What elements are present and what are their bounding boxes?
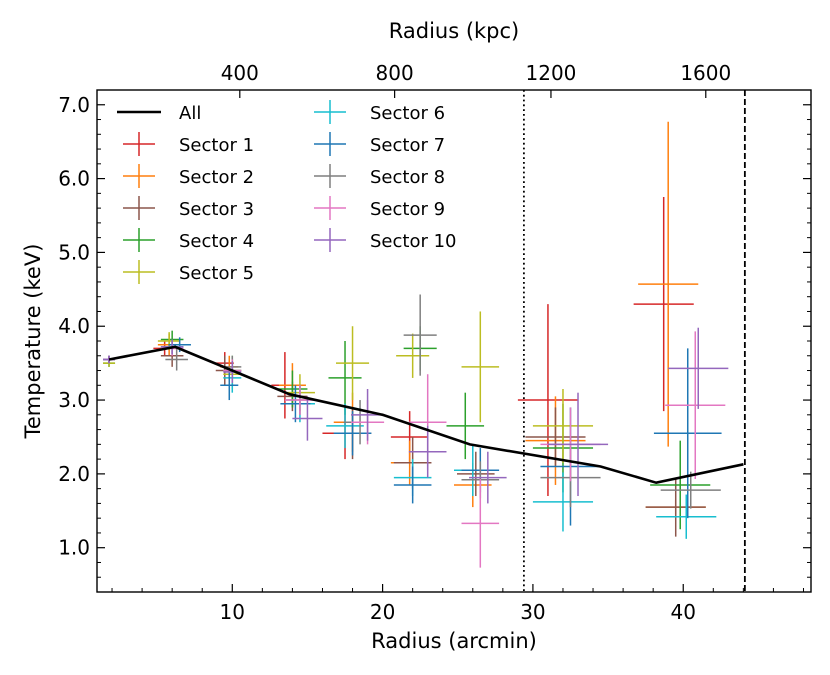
data-point [220, 370, 239, 401]
data-point [665, 331, 726, 480]
legend-label: Sector 8 [370, 167, 445, 188]
axis-ticks: 10 20 30 40 1.0 2.0 3.0 4.0 5.0 6.0 7.0 400 800 1200 1… [58, 61, 811, 624]
data-point [638, 121, 699, 447]
data-point [396, 333, 430, 378]
y-tick-label: 5.0 [58, 240, 90, 264]
data-point [277, 370, 308, 408]
data-point [650, 440, 711, 530]
data-point [469, 451, 507, 504]
legend-item: Sector 5 [123, 260, 254, 284]
legend-label: All [179, 103, 201, 124]
data-point [328, 341, 362, 415]
series-5 [103, 311, 594, 463]
legend-label: Sector 9 [370, 199, 445, 220]
data-point [517, 304, 579, 497]
data-point [461, 479, 500, 568]
y-axis-title: Temperature (keV) [21, 244, 45, 440]
x2-axis-title: Radius (kpc) [389, 19, 520, 43]
data-point [645, 477, 706, 537]
y-tick-label: 1.0 [58, 536, 90, 560]
all-profile-line [108, 345, 744, 485]
legend: All Sector 1 Sector 2 Sector 3 Sector 4 Secto… [117, 100, 457, 284]
x2-tick-label: 800 [376, 61, 414, 85]
legend-item: All [117, 103, 201, 124]
legend-item: Sector 10 [314, 228, 457, 252]
y-tick-label: 3.0 [58, 388, 90, 412]
series-9 [103, 331, 726, 568]
legend-label: Sector 6 [370, 103, 445, 124]
data-point [656, 494, 717, 539]
legend-label: Sector 3 [179, 199, 254, 220]
legend-item: Sector 2 [123, 164, 254, 188]
data-point [532, 388, 594, 463]
x-axis-title: Radius (arcmin) [371, 629, 537, 653]
legend-label: Sector 1 [179, 135, 254, 156]
legend-label: Sector 10 [370, 231, 457, 252]
y-tick-label: 6.0 [58, 167, 90, 191]
data-point [525, 407, 586, 467]
y-tick-label: 2.0 [58, 462, 90, 486]
x-tick-label: 20 [370, 600, 395, 624]
reference-lines [522, 90, 746, 592]
data-point [333, 411, 372, 456]
data-point [446, 392, 485, 460]
legend-item: Sector 6 [314, 100, 445, 124]
y-tick-label: 4.0 [58, 314, 90, 338]
data-point [165, 348, 188, 371]
plot-marks [103, 121, 744, 568]
data-point [668, 327, 729, 409]
x2-tick-label: 1200 [526, 61, 577, 85]
legend-item: Sector 1 [123, 132, 254, 156]
legend-label: Sector 5 [179, 263, 254, 284]
x-tick-label: 10 [220, 600, 245, 624]
data-point [292, 396, 323, 441]
x-tick-label: 30 [520, 600, 545, 624]
legend-item: Sector 4 [123, 228, 254, 252]
data-point [403, 294, 437, 376]
data-point [660, 471, 721, 509]
data-point [393, 466, 432, 504]
legend-item: Sector 9 [314, 196, 445, 220]
data-point [326, 403, 364, 449]
data-point [532, 472, 594, 532]
y-tick-label: 7.0 [58, 93, 90, 117]
data-point [336, 326, 370, 401]
data-point [547, 392, 609, 497]
series-3 [103, 344, 706, 537]
legend-label: Sector 2 [179, 167, 254, 188]
x-tick-label: 40 [671, 600, 696, 624]
data-point [457, 451, 495, 497]
legend-item: Sector 3 [123, 196, 254, 220]
data-point [280, 385, 311, 423]
x2-tick-label: 1600 [680, 61, 731, 85]
legend-label: Sector 7 [370, 135, 445, 156]
series-8 [103, 294, 721, 509]
data-point [408, 425, 447, 478]
legend-item: Sector 8 [314, 164, 445, 188]
legend-item: Sector 7 [314, 132, 445, 156]
series-4 [103, 326, 711, 530]
data-point [461, 311, 500, 423]
x2-tick-label: 400 [221, 61, 259, 85]
data-point [633, 197, 694, 412]
legend-label: Sector 4 [179, 231, 254, 252]
